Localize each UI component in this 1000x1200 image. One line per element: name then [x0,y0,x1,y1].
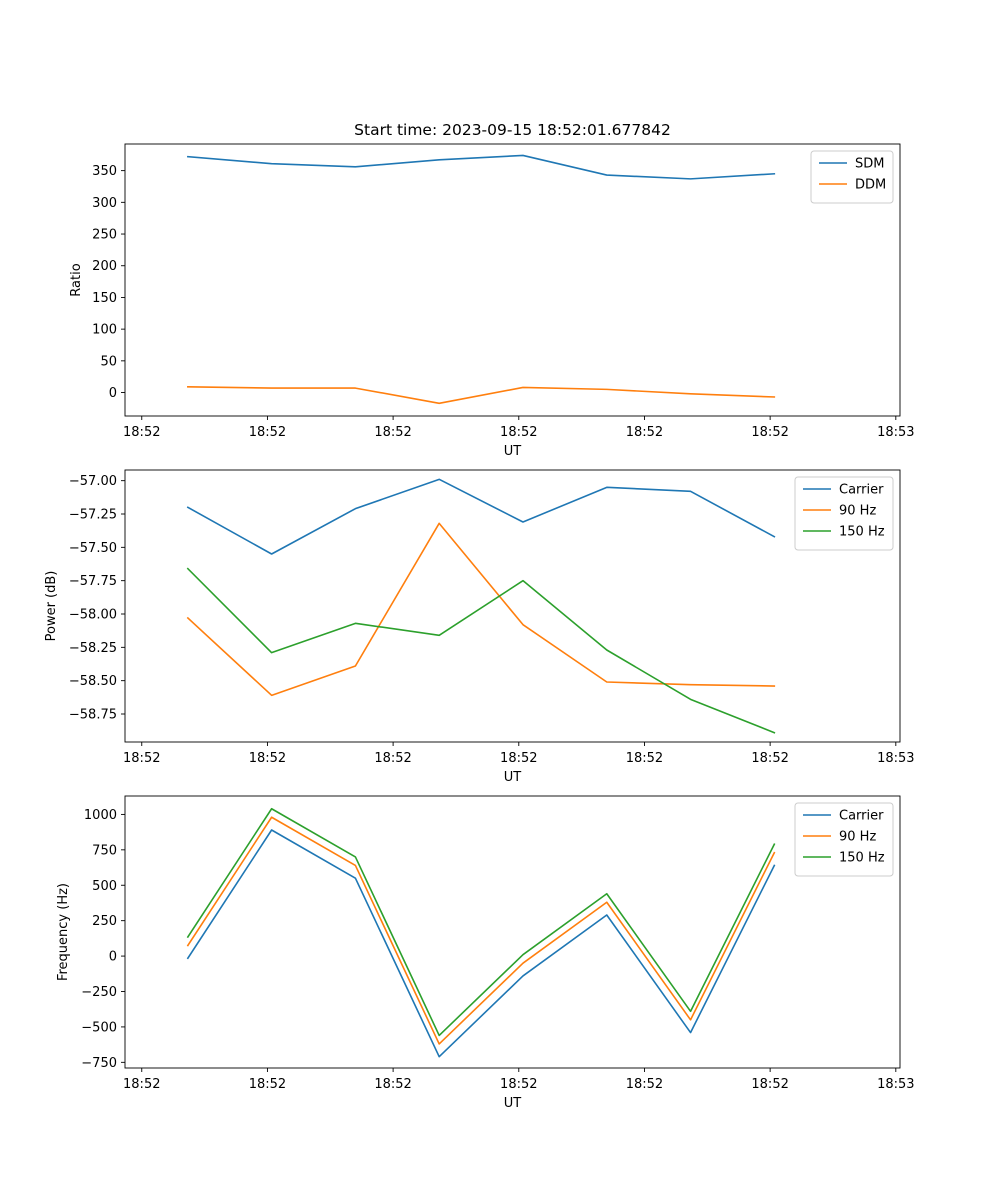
y-tick-label: −58.75 [69,708,117,723]
x-tick-label: 18:52 [123,751,160,766]
x-tick-label: 18:52 [500,751,537,766]
legend-label: 90 Hz [839,830,876,845]
legend: SDM DDM [810,150,894,204]
frequency-panel: 18:52 18:52 18:52 18:52 18:52 18:52 18:53 −750 −… [56,795,915,1111]
x-tick-label: 18:52 [374,425,411,440]
axes-frame [124,143,901,417]
y-axis-label: Power (dB) [44,571,59,642]
y-tick-label: −57.25 [69,508,117,523]
y-tick-label: −58.50 [69,674,117,689]
x-tick-label: 18:52 [500,425,537,440]
series-line-90-hz [186,816,776,1045]
y-tick-label: −58.25 [69,641,117,656]
y-tick-label: −57.50 [69,541,117,556]
y-tick-label: 500 [92,879,117,894]
series-line-150-hz [186,567,776,734]
legend: Carrier 90 Hz 150 Hz [794,476,894,551]
y-tick-label: −57.00 [69,474,117,489]
axes-frame [124,469,901,743]
x-tick-label: 18:52 [626,1077,663,1092]
x-tick-label: 18:52 [249,751,286,766]
y-tick-label: 350 [92,164,117,179]
y-tick-label: −250 [81,985,117,1000]
ratio-panel: Start time: 2023-09-15 18:52:01.677842 18… [69,121,915,459]
y-axis-label: Frequency (Hz) [56,883,71,981]
legend-label: 150 Hz [839,851,885,866]
x-tick-label: 18:52 [751,1077,788,1092]
y-tick-label: 150 [92,291,117,306]
y-tick-label: 0 [109,386,117,401]
legend-label: 90 Hz [839,504,876,519]
y-tick-label: 250 [92,914,117,929]
x-tick-label: 18:53 [877,425,914,440]
y-tick-label: −58.00 [69,608,117,623]
y-tick-label: −500 [81,1020,117,1035]
series-line-carrier [186,478,776,555]
x-tick-label: 18:53 [877,1077,914,1092]
x-tick-label: 18:52 [751,751,788,766]
y-tick-label: 100 [92,323,117,338]
axes-frame [124,795,901,1069]
x-tick-label: 18:53 [877,751,914,766]
legend: Carrier 90 Hz 150 Hz [794,802,894,877]
y-tick-label: 200 [92,259,117,274]
x-tick-label: 18:52 [500,1077,537,1092]
x-tick-label: 18:52 [374,751,411,766]
y-tick-label: 300 [92,196,117,211]
x-tick-label: 18:52 [249,425,286,440]
y-tick-label: 0 [109,950,117,965]
y-tick-label: −750 [81,1056,117,1071]
y-tick-label: 250 [92,228,117,243]
legend-box [810,150,894,204]
x-tick-label: 18:52 [751,425,788,440]
y-tick-label: 750 [92,843,117,858]
power-panel: 18:52 18:52 18:52 18:52 18:52 18:52 18:53 −57.0… [44,469,915,785]
x-tick-label: 18:52 [123,1077,160,1092]
x-axis-label: UT [504,444,522,459]
y-axis-label: Ratio [69,263,84,296]
chart-panels: Start time: 2023-09-15 18:52:01.677842 18… [44,121,915,1111]
x-tick-label: 18:52 [123,425,160,440]
series-line-ddm [187,386,776,405]
y-tick-label: 1000 [84,808,117,823]
legend-label: SDM [855,157,884,172]
series-line-sdm [186,154,776,180]
y-tick-label: 50 [100,354,117,369]
legend-label: DDM [855,178,886,193]
x-axis-label: UT [504,770,522,785]
x-axis-label: UT [504,1096,522,1111]
chart-title: Start time: 2023-09-15 18:52:01.677842 [354,121,671,139]
series-line-90-hz [186,522,776,697]
y-tick-label: −57.75 [69,574,117,589]
series-line-carrier [186,829,776,1058]
x-tick-label: 18:52 [249,1077,286,1092]
legend-label: Carrier [839,809,884,824]
series-line-150-hz [186,807,776,1037]
x-tick-label: 18:52 [374,1077,411,1092]
x-tick-label: 18:52 [626,751,663,766]
x-tick-label: 18:52 [626,425,663,440]
legend-label: 150 Hz [839,525,885,540]
legend-label: Carrier [839,483,884,498]
